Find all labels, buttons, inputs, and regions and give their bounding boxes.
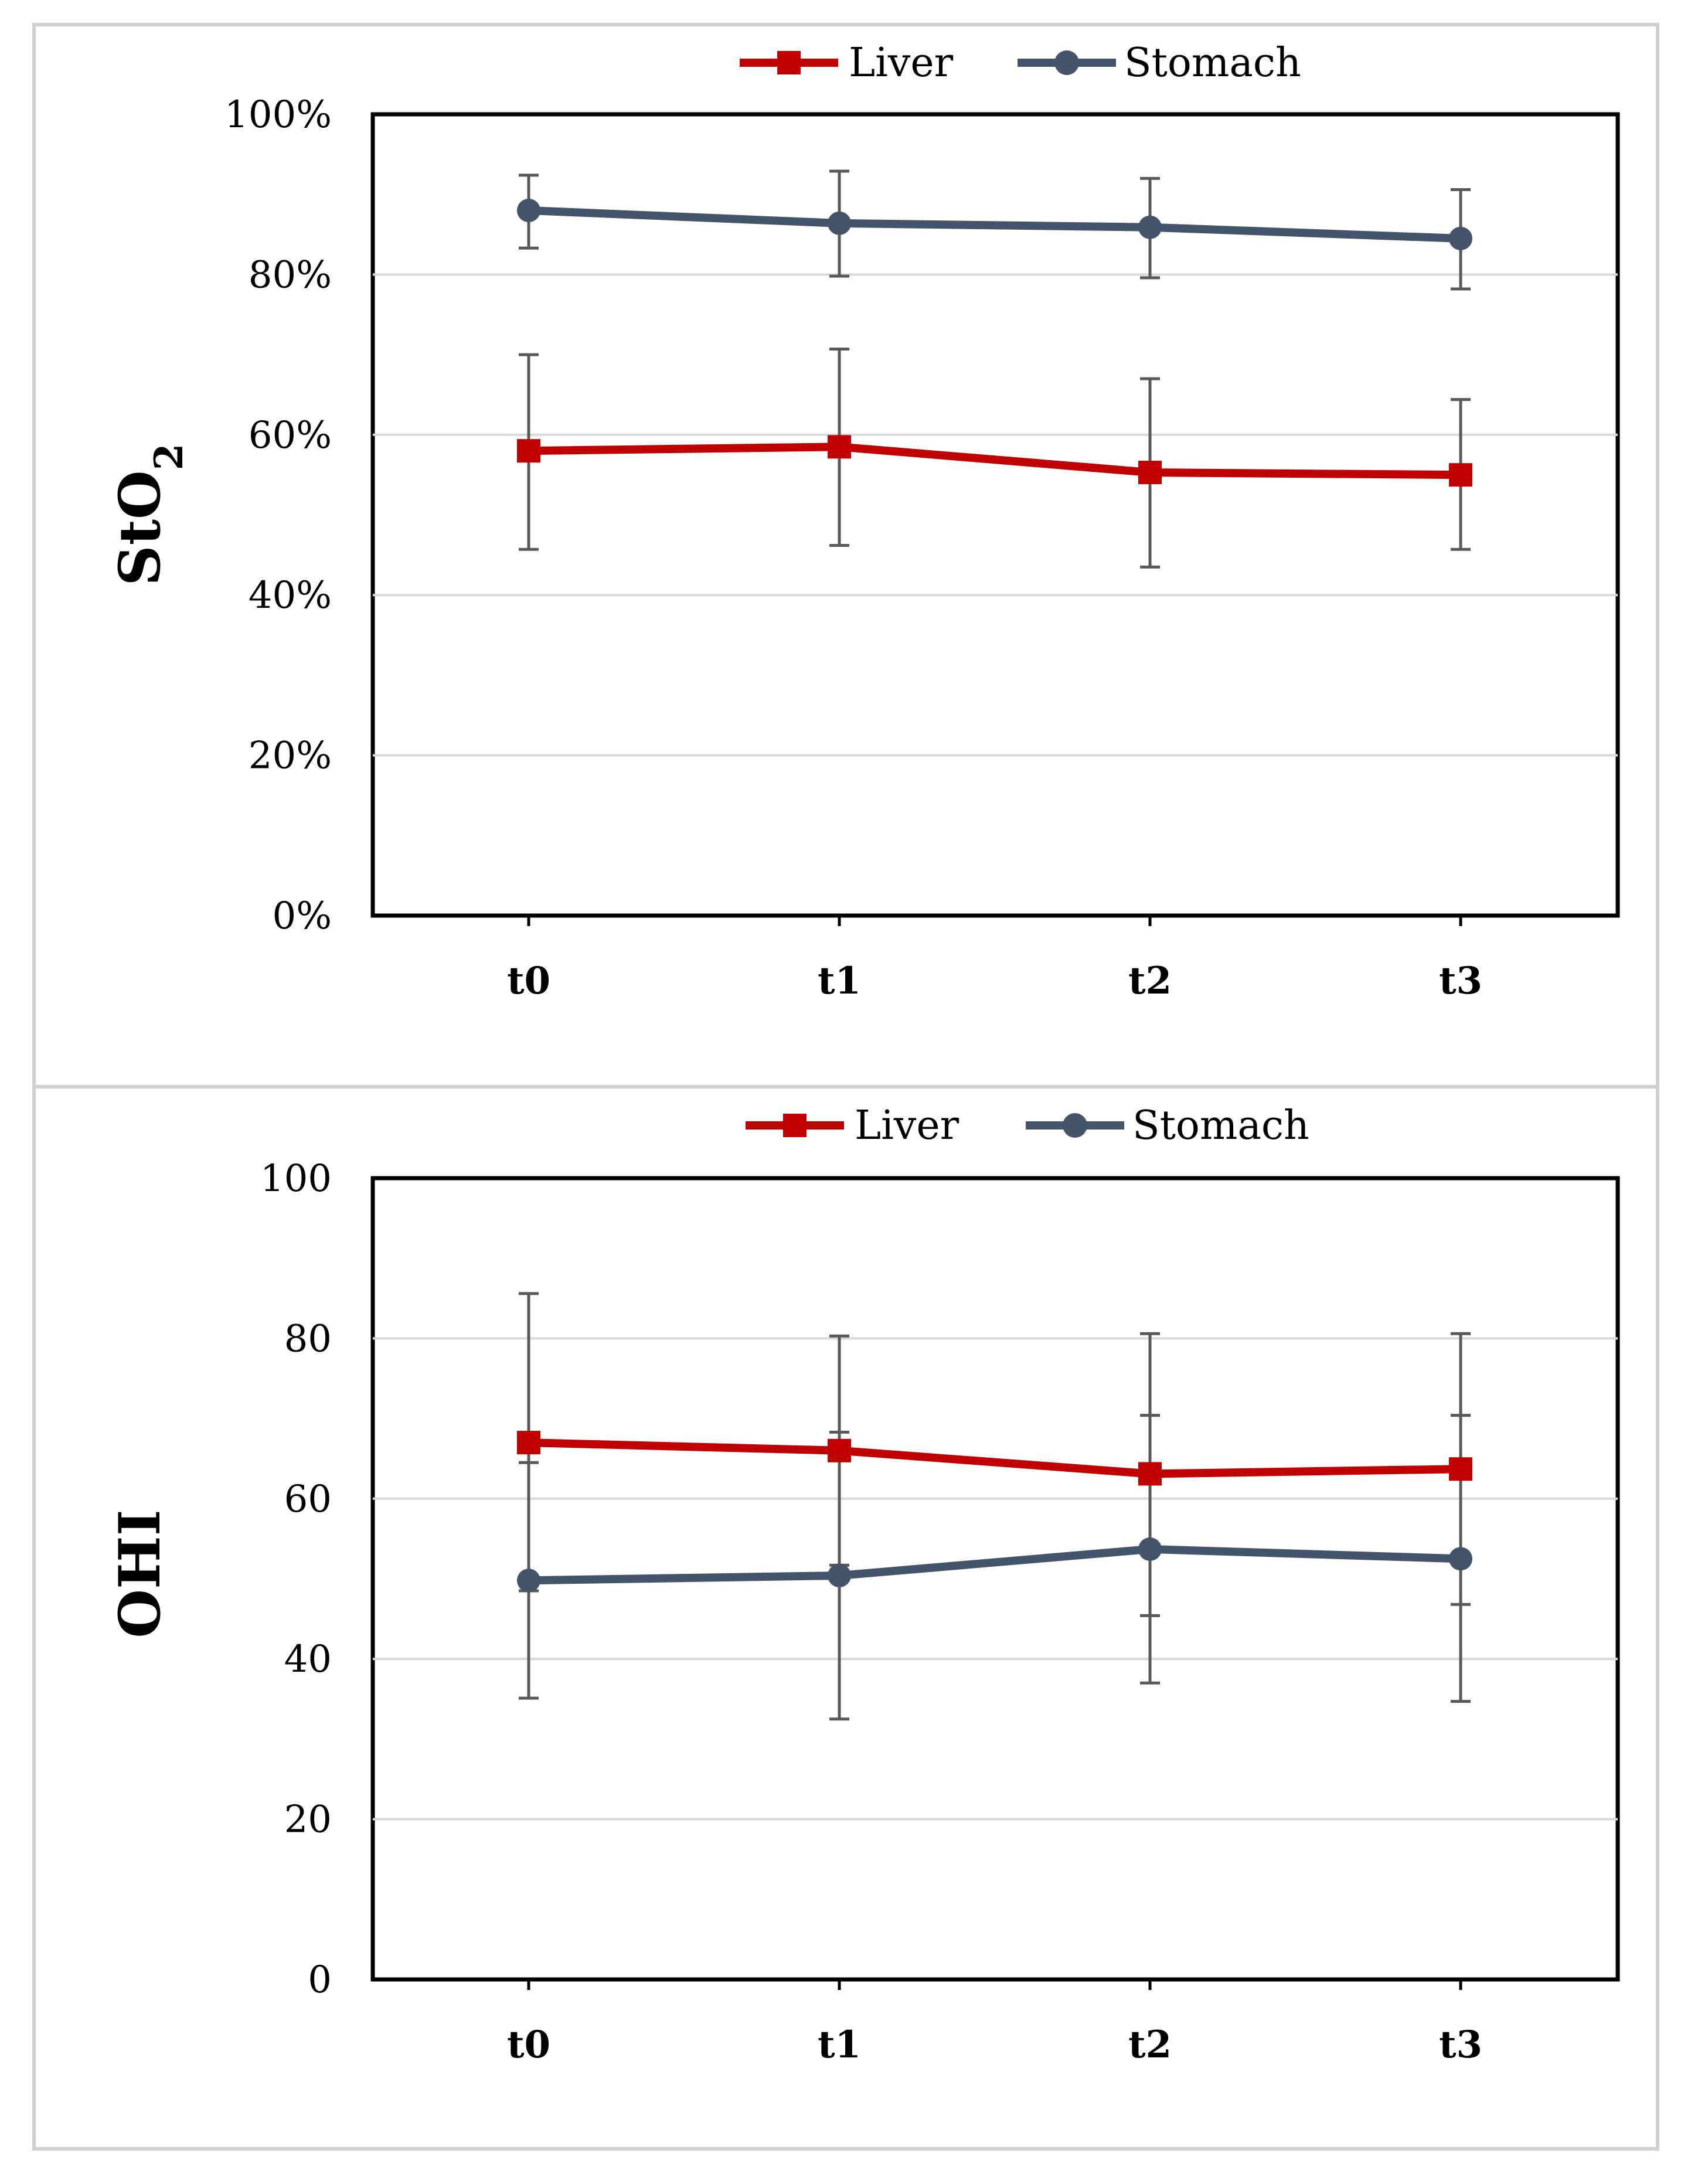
panel-ohi: 0 20 40 60 80 100 t0 t1 t2 t3 Liver Stomach OHI xyxy=(32,1085,1659,2151)
x-tick-label-t0: t0 xyxy=(507,959,550,1003)
data-point-stomach xyxy=(1449,1547,1472,1571)
data-point-stomach xyxy=(1449,226,1472,250)
x-tick-label-t3: t3 xyxy=(1439,2023,1482,2067)
data-point-liver xyxy=(1449,1457,1472,1481)
gridlines xyxy=(373,273,1618,757)
data-point-stomach xyxy=(517,1569,540,1593)
x-tick-label-t3: t3 xyxy=(1439,959,1482,1003)
x-tick-label-t1: t1 xyxy=(818,959,861,1003)
series-lines xyxy=(528,206,1461,479)
legend-label-stomach: Stomach xyxy=(1132,1103,1309,1149)
y-tick-label: 40% xyxy=(249,574,332,617)
y-axis-title: OHI xyxy=(107,1509,173,1638)
series-markers xyxy=(517,1431,1472,1593)
legend-marker-square xyxy=(777,51,801,74)
y-tick-label: 60% xyxy=(249,414,332,457)
data-point-liver xyxy=(517,439,540,463)
error-bars xyxy=(519,1292,1471,1721)
series-line-liver xyxy=(528,443,1461,479)
y-tick-label: 20% xyxy=(249,734,332,778)
x-tick-label-t2: t2 xyxy=(1128,2023,1172,2067)
plot-area-frame xyxy=(370,112,1620,918)
data-point-liver xyxy=(1138,1462,1162,1486)
data-point-stomach xyxy=(1138,1537,1162,1561)
series-layer xyxy=(517,1292,1472,1721)
y-tick-label: 0% xyxy=(272,894,332,938)
y-tick-label: 40 xyxy=(284,1638,332,1681)
series-line-stomach xyxy=(528,1545,1461,1585)
y-axis-ticks: 0 20 40 60 80 100 xyxy=(260,1157,332,2002)
x-tick-label-t2: t2 xyxy=(1128,959,1172,1003)
series-line-stomach xyxy=(528,206,1461,243)
y-axis-title-main: StO xyxy=(107,470,173,586)
y-tick-label: 100 xyxy=(260,1157,332,1200)
data-point-stomach xyxy=(828,1564,851,1588)
y-axis-title: StO2 xyxy=(107,443,192,586)
y-axis-title-main: OHI xyxy=(107,1509,173,1638)
data-point-liver xyxy=(517,1431,540,1455)
x-axis-ticks: t0 t1 t2 t3 xyxy=(507,916,1482,1003)
y-tick-label: 20 xyxy=(284,1798,332,1842)
series-layer xyxy=(517,169,1472,569)
data-point-liver xyxy=(828,435,851,459)
legend-label-stomach: Stomach xyxy=(1124,40,1301,86)
series-markers xyxy=(517,199,1472,487)
plot-area-frame xyxy=(370,1176,1620,1982)
gridlines xyxy=(373,1337,1618,1821)
data-point-stomach xyxy=(828,211,851,235)
y-tick-label: 0 xyxy=(308,1958,332,2002)
data-point-stomach xyxy=(1138,215,1162,239)
y-tick-label: 60 xyxy=(284,1478,332,1521)
legend: Liver Stomach xyxy=(740,40,1301,86)
y-axis-ticks: 0% 20% 40% 60% 80% 100% xyxy=(224,93,332,938)
panel-border xyxy=(32,1085,1659,2151)
y-tick-label: 100% xyxy=(224,93,332,137)
data-point-liver xyxy=(1449,463,1472,487)
legend-marker-square xyxy=(783,1114,807,1137)
legend-marker-circle xyxy=(1054,50,1079,75)
y-tick-label: 80 xyxy=(284,1317,332,1360)
data-point-stomach xyxy=(517,199,540,223)
legend: Liver Stomach xyxy=(746,1103,1309,1149)
y-tick-label: 80% xyxy=(249,253,332,297)
panel-sto2: 0% 20% 40% 60% 80% 100% t0 t1 t2 t3 Liver Stomac… xyxy=(32,23,1659,1088)
x-tick-label-t1: t1 xyxy=(818,2023,861,2067)
legend-marker-circle xyxy=(1063,1113,1087,1138)
x-tick-label-t0: t0 xyxy=(507,2023,550,2067)
x-axis-ticks: t0 t1 t2 t3 xyxy=(507,1979,1482,2067)
legend-label-liver: Liver xyxy=(849,40,954,86)
legend-label-liver: Liver xyxy=(855,1103,960,1149)
data-point-liver xyxy=(1138,461,1162,485)
series-line-liver xyxy=(528,1438,1461,1478)
data-point-liver xyxy=(828,1438,851,1462)
series-lines xyxy=(528,1438,1461,1585)
y-axis-title-subscript: 2 xyxy=(146,443,192,470)
